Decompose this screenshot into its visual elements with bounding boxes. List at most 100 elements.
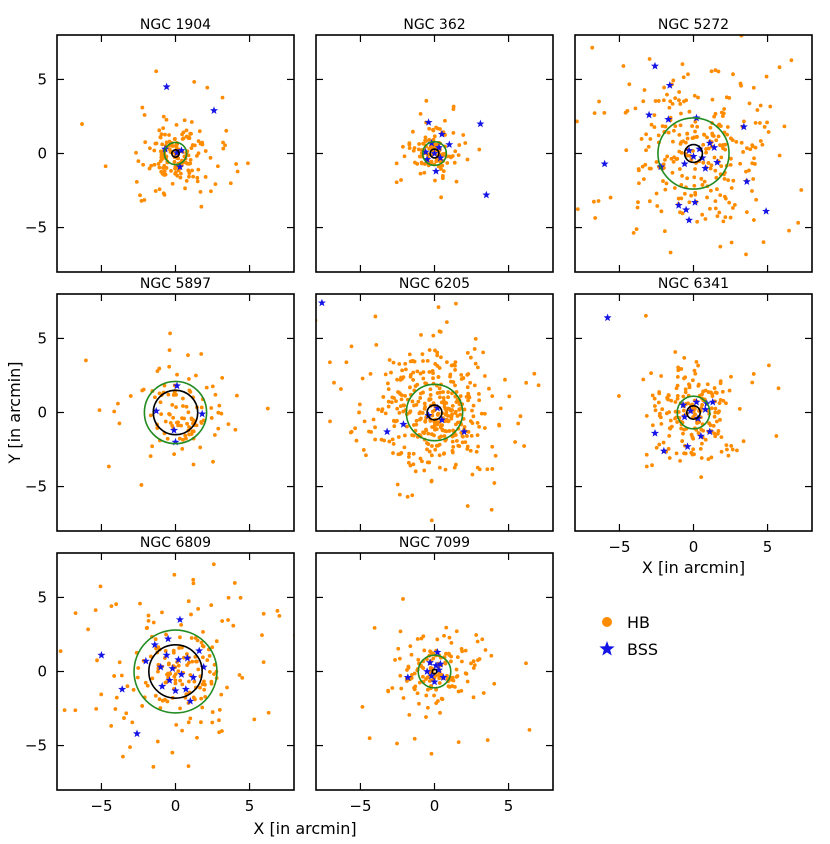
hb-point xyxy=(729,156,733,161)
hb-point xyxy=(722,194,727,199)
hb-point xyxy=(198,445,203,450)
hb-point xyxy=(412,146,417,150)
hb-point xyxy=(383,372,388,377)
hb-point xyxy=(470,421,475,426)
hb-point xyxy=(705,135,709,140)
hb-point xyxy=(703,437,708,442)
hb-point xyxy=(485,738,490,743)
hb-point xyxy=(450,403,455,408)
hb-point xyxy=(143,680,148,685)
hb-point xyxy=(198,685,202,690)
hb-point xyxy=(678,102,683,106)
hb-point xyxy=(640,164,645,169)
legend-label-bss: BSS xyxy=(627,640,658,659)
hb-point xyxy=(696,383,701,388)
hb-point xyxy=(776,386,781,391)
hb-point xyxy=(112,409,117,414)
hb-point xyxy=(277,613,282,618)
hb-point xyxy=(625,109,630,113)
hb-point xyxy=(477,398,482,403)
hb-point xyxy=(418,111,423,116)
hb-point xyxy=(73,611,78,616)
bss-point xyxy=(682,205,691,214)
hb-point xyxy=(641,99,646,104)
hb-point xyxy=(446,395,450,400)
hb-point xyxy=(403,361,408,366)
bss-point xyxy=(152,406,161,415)
hb-point xyxy=(679,367,684,371)
hb-point xyxy=(764,74,769,79)
hb-point xyxy=(334,245,338,249)
hb-point xyxy=(216,426,221,431)
hb-point xyxy=(418,416,423,421)
hb-point xyxy=(565,272,569,276)
hb-point xyxy=(452,465,457,470)
hb-point xyxy=(682,355,687,360)
hb-point xyxy=(435,413,440,417)
hb-point xyxy=(180,447,185,451)
hb-point xyxy=(425,675,430,680)
hb-point xyxy=(449,654,454,659)
hb-point xyxy=(173,164,178,169)
outer-radius-circle xyxy=(421,140,448,167)
hb-point xyxy=(637,181,641,186)
hb-point xyxy=(131,687,136,692)
hb-point xyxy=(741,150,745,154)
hb-point xyxy=(659,209,664,214)
hb-point xyxy=(427,449,432,454)
hb-point xyxy=(203,694,208,699)
hb-point xyxy=(170,750,175,755)
hb-point xyxy=(513,440,518,444)
hb-point xyxy=(702,179,707,184)
hb-point xyxy=(818,97,822,101)
hb-point xyxy=(444,417,449,422)
inner-radius-circle xyxy=(171,149,181,159)
bss-point xyxy=(426,658,435,667)
hb-point xyxy=(421,390,425,395)
hb-point xyxy=(175,372,179,377)
hb-point xyxy=(713,111,718,116)
hb-point xyxy=(97,408,102,413)
hb-point xyxy=(706,390,711,394)
hb-point xyxy=(441,174,445,178)
hb-point xyxy=(117,421,122,426)
bss-point xyxy=(705,138,714,147)
hb-point xyxy=(681,408,686,413)
hb-point xyxy=(720,389,725,394)
hb-point xyxy=(151,764,156,769)
hb-point xyxy=(714,175,719,180)
hb-point xyxy=(477,467,482,472)
hb-point xyxy=(722,177,727,181)
hb-point xyxy=(475,639,480,644)
hb-point xyxy=(199,720,203,725)
hb-point xyxy=(667,410,672,415)
hb-point xyxy=(177,646,182,650)
hb-point xyxy=(401,409,406,414)
bss-point xyxy=(445,140,454,149)
hb-point xyxy=(648,137,653,141)
hb-point xyxy=(456,153,461,158)
hb-point xyxy=(174,405,178,410)
hb-point xyxy=(195,735,199,740)
hb-point xyxy=(395,418,399,423)
panel-ngc-7099: −5 0 5 NGC 7099 xyxy=(315,535,554,815)
hb-point xyxy=(423,138,428,143)
hb-point xyxy=(188,716,193,721)
hb-point xyxy=(430,425,434,429)
hb-point xyxy=(209,679,214,684)
hb-point xyxy=(666,130,671,135)
hb-point xyxy=(667,105,672,110)
bss-point xyxy=(762,207,771,215)
hb-point xyxy=(416,657,421,662)
hb-point xyxy=(479,411,484,416)
hb-point xyxy=(681,139,686,144)
hb-point xyxy=(204,385,209,390)
hb-point xyxy=(693,371,698,376)
hb-point xyxy=(170,402,175,407)
hb-point xyxy=(261,660,266,665)
hb-point xyxy=(200,140,205,145)
hb-point xyxy=(652,396,657,401)
hb-point xyxy=(451,428,455,433)
hb-point xyxy=(489,653,494,658)
hb-point xyxy=(442,633,446,638)
